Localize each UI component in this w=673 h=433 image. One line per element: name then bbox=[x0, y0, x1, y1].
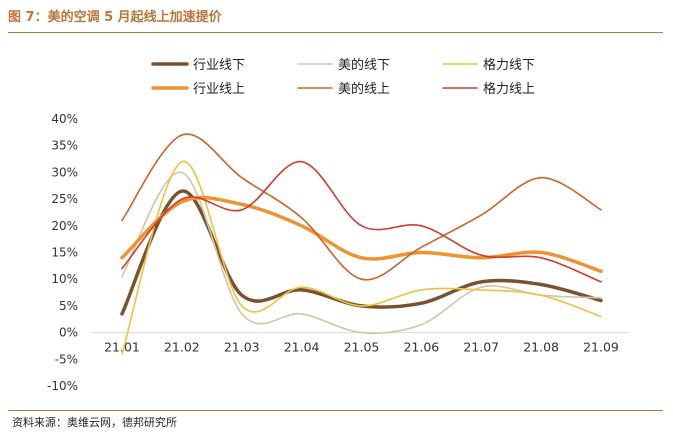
series-line-6 bbox=[121, 160, 602, 283]
series-lines bbox=[120, 133, 603, 355]
x-tick-label: 21.09 bbox=[583, 339, 619, 354]
series-line-4 bbox=[120, 195, 603, 273]
y-tick-label: 20% bbox=[51, 219, 78, 233]
series-line-3 bbox=[121, 160, 602, 355]
series-line-1 bbox=[120, 189, 603, 316]
title-divider bbox=[8, 32, 663, 33]
source-divider bbox=[8, 410, 663, 411]
y-tick-label: -10% bbox=[47, 379, 78, 393]
y-tick-label: 30% bbox=[51, 165, 78, 179]
x-tick-label: 21.05 bbox=[344, 339, 380, 354]
y-tick-label: 25% bbox=[51, 192, 78, 206]
y-tick-label: 15% bbox=[51, 246, 78, 260]
y-tick-label: 5% bbox=[59, 299, 78, 313]
legend-label: 行业线上 bbox=[193, 82, 245, 97]
legend-label: 美的线下 bbox=[338, 57, 390, 73]
y-tick-label: 40% bbox=[51, 112, 78, 126]
legend-label: 格力线上 bbox=[483, 81, 535, 97]
legend-label: 行业线下 bbox=[193, 58, 245, 73]
y-axis-labels: 40% 35% 30% 25% 20% 15% 10% 5% 0% -5% -10% bbox=[47, 112, 78, 393]
figure-title: 图 7：美的空调 5 月起线上加速提价 bbox=[8, 10, 222, 25]
x-tick-label: 21.02 bbox=[164, 339, 200, 354]
x-axis-labels: 21.01 21.02 21.03 21.04 21.05 21.06 21.07 21.08… bbox=[104, 339, 619, 354]
series-line-2 bbox=[121, 171, 602, 334]
y-tick-label: 35% bbox=[51, 139, 78, 153]
x-tick-label: 21.06 bbox=[403, 339, 439, 354]
x-tick-label: 21.08 bbox=[523, 339, 559, 354]
legend-label: 美的线上 bbox=[338, 81, 390, 97]
series-line-5 bbox=[121, 133, 602, 281]
y-tick-label: 10% bbox=[51, 272, 78, 286]
legend-label: 格力线下 bbox=[483, 57, 535, 73]
x-tick-label: 21.01 bbox=[104, 339, 140, 354]
source-note: 资料来源：奥维云网，德邦研究所 bbox=[12, 416, 177, 429]
x-tick-label: 21.04 bbox=[284, 339, 320, 354]
x-tick-label: 21.07 bbox=[463, 339, 499, 354]
x-tick-label: 21.03 bbox=[224, 339, 260, 354]
y-tick-label: 0% bbox=[59, 326, 78, 340]
y-tick-label: -5% bbox=[55, 352, 78, 366]
